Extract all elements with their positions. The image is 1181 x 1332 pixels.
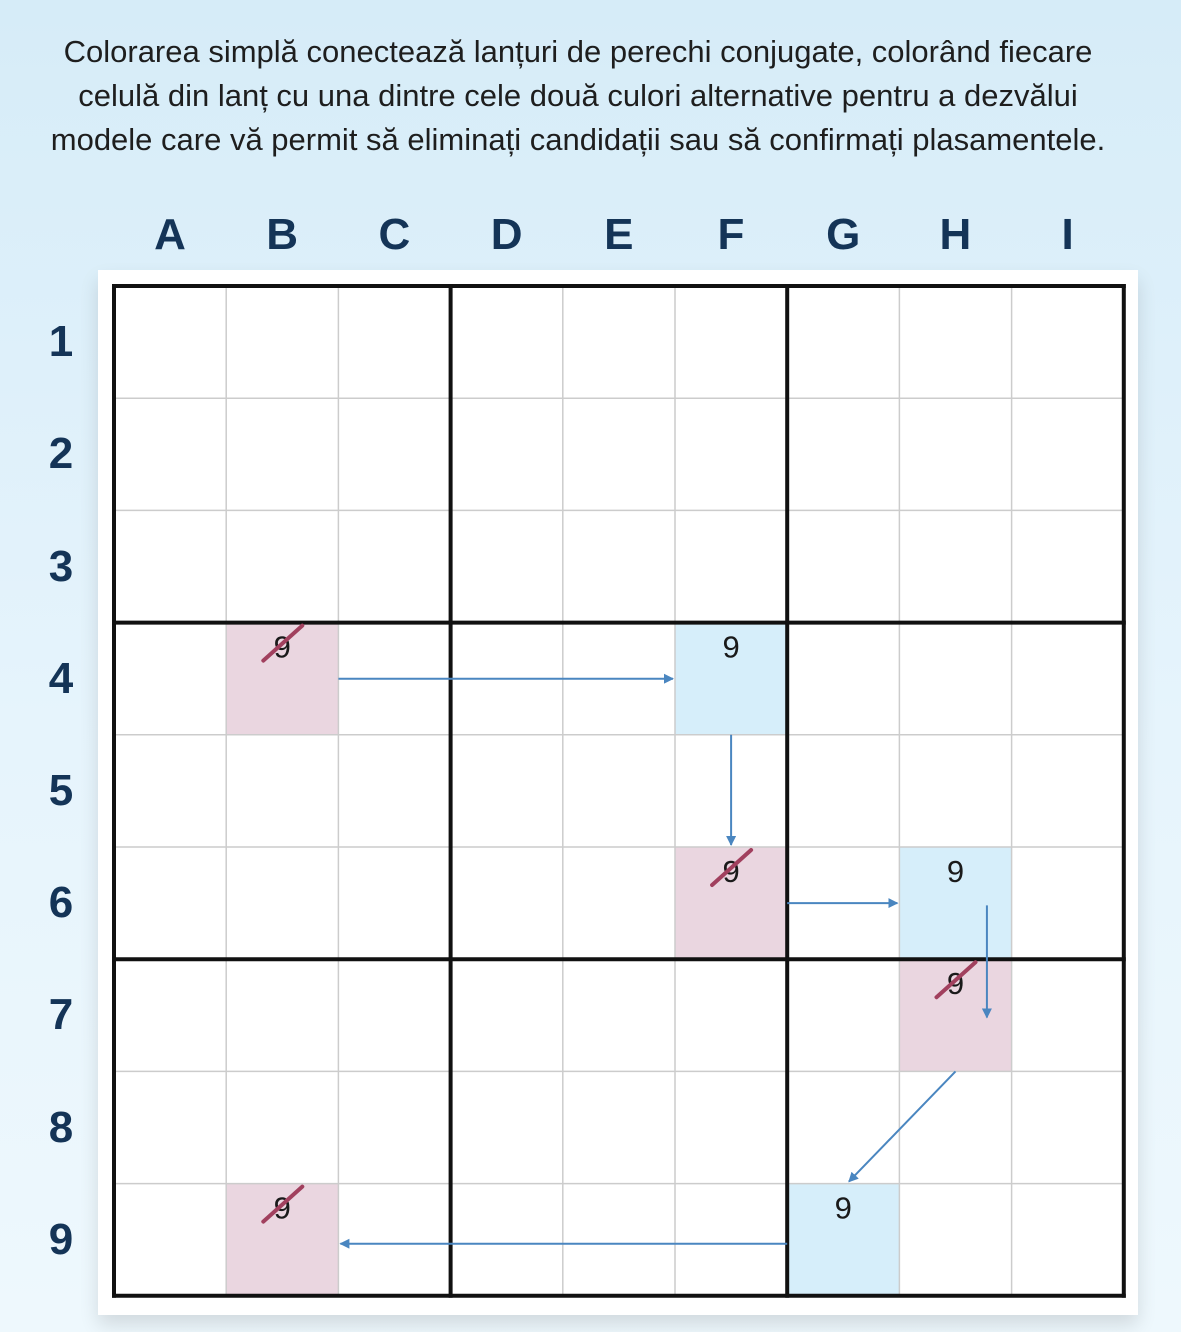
chain-arrows xyxy=(338,673,992,1249)
row-label-1: 1 xyxy=(48,317,74,367)
row-label-8: 8 xyxy=(48,1102,74,1152)
row-label-9: 9 xyxy=(48,1214,74,1264)
cell-f6-strike xyxy=(710,848,754,887)
cell-g9-digit: 9 xyxy=(835,1191,852,1226)
column-label-c: C xyxy=(378,210,411,259)
cell-b9-strike xyxy=(261,1184,305,1224)
row-label-7: 7 xyxy=(48,990,74,1040)
cell-f4-fill xyxy=(675,622,788,735)
column-label-g: G xyxy=(826,210,861,259)
column-label-i: I xyxy=(1061,210,1074,259)
row-label-6: 6 xyxy=(48,878,74,928)
row-label-4: 4 xyxy=(48,653,74,703)
row-label-3: 3 xyxy=(48,541,74,591)
column-label-f: F xyxy=(717,210,745,259)
cell-h6-fill xyxy=(899,847,1012,960)
column-label-a: A xyxy=(154,210,186,259)
column-label-b: B xyxy=(266,210,299,259)
cell-h7-strike xyxy=(934,960,978,1000)
cell-f4-digit: 9 xyxy=(722,630,739,665)
grid-lines xyxy=(112,284,1126,1298)
board-panel xyxy=(98,270,1138,1315)
row-label-2: 2 xyxy=(48,429,74,479)
caption: Colorarea simplă conectează lanțuri de p… xyxy=(50,34,1106,157)
cell-b4-strike xyxy=(261,623,305,663)
column-label-d: D xyxy=(490,210,523,259)
cell-g9-fill xyxy=(787,1183,900,1296)
column-label-e: E xyxy=(604,210,634,259)
cell-h6-digit: 9 xyxy=(947,854,964,889)
chain-arrow-h7-g9 xyxy=(848,1070,957,1183)
column-label-h: H xyxy=(939,210,972,259)
row-label-5: 5 xyxy=(48,765,74,815)
